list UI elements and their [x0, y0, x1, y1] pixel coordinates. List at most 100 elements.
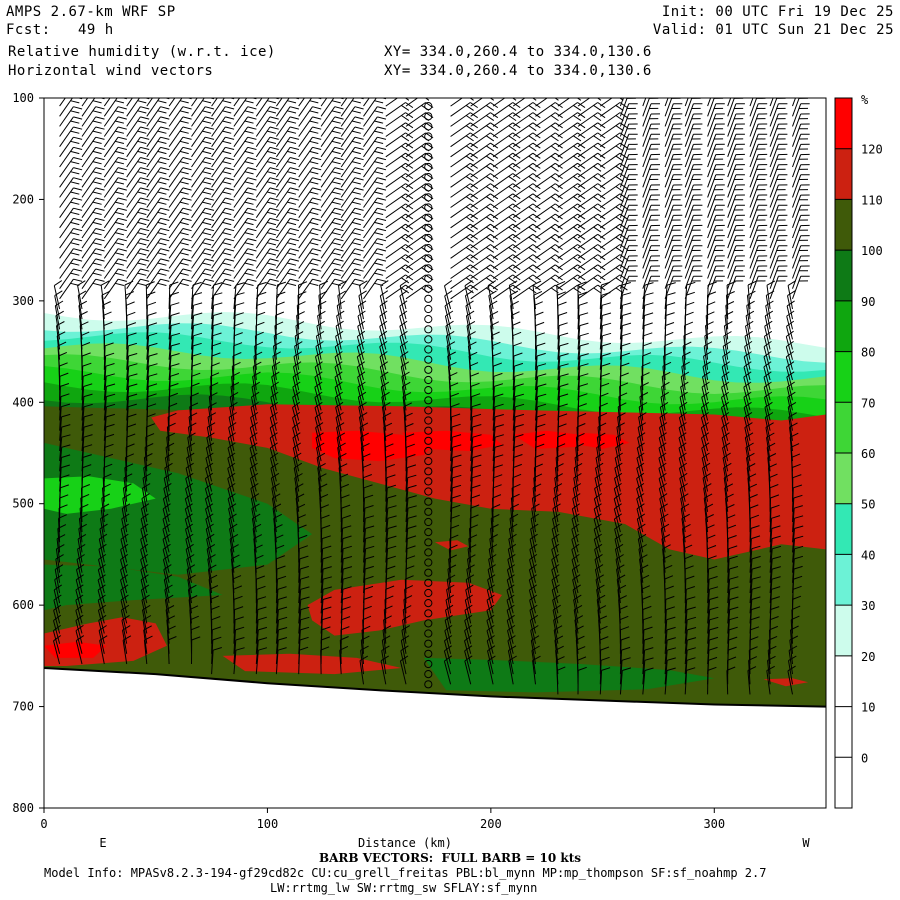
barb-flag — [127, 423, 137, 428]
barb-staff — [185, 529, 192, 553]
wind-barb — [273, 331, 283, 360]
wind-barb — [405, 464, 417, 492]
barb-flag — [233, 585, 242, 590]
barb-staff — [275, 197, 291, 218]
barb-staff — [211, 650, 214, 675]
wind-barb — [185, 462, 194, 492]
barb-staff — [619, 174, 630, 198]
barb-staff — [600, 152, 621, 168]
barb-staff — [382, 629, 387, 654]
barb-flag — [127, 322, 137, 327]
wind-barb — [271, 361, 281, 391]
barb-flag — [334, 258, 344, 262]
barb-flag — [318, 473, 327, 479]
barb-staff — [275, 278, 291, 300]
barb-flag — [401, 371, 410, 378]
wind-barb — [103, 106, 127, 127]
wind-barb — [385, 535, 397, 563]
barb-staff — [598, 406, 601, 431]
barb-staff — [399, 285, 407, 310]
barb-staff — [146, 268, 161, 289]
wind-barb — [385, 495, 397, 523]
barb-flag — [95, 278, 105, 282]
wind-barb — [251, 381, 260, 411]
wind-barb — [577, 152, 606, 168]
barb-staff — [146, 167, 161, 188]
barb-flag — [103, 321, 113, 326]
barb-flag — [551, 543, 560, 550]
wind-barb — [470, 98, 495, 107]
wind-barb — [211, 238, 235, 259]
barb-staff — [103, 197, 119, 218]
barb-staff — [233, 197, 249, 218]
barb-flag — [404, 98, 410, 101]
barb-flag — [144, 443, 154, 448]
barb-staff — [443, 660, 452, 685]
wind-barb — [146, 207, 170, 229]
barb-flag — [162, 543, 171, 550]
barb-flag — [202, 181, 212, 185]
barb-staff — [255, 167, 271, 188]
wind-barb — [233, 177, 257, 198]
wind-barb — [146, 146, 170, 168]
barb-flag — [486, 175, 495, 182]
barb-staff — [363, 116, 378, 137]
wind-barb — [146, 106, 170, 127]
barb-staff — [594, 488, 601, 512]
barb-flag — [359, 412, 368, 418]
wind-barb — [492, 403, 504, 431]
wind-barb — [141, 483, 151, 512]
barb-flag — [377, 106, 387, 110]
barb-staff — [405, 254, 426, 269]
wind-barb — [535, 173, 563, 188]
barb-flag — [244, 262, 254, 266]
wind-barb — [551, 574, 560, 604]
wind-barb — [233, 136, 257, 158]
barb-staff — [120, 569, 128, 594]
barb-flag — [140, 136, 150, 140]
barb-staff — [273, 335, 277, 360]
barb-flag — [446, 341, 456, 347]
wind-barb — [255, 136, 279, 158]
barb-flag — [601, 362, 611, 367]
barb-flag — [354, 258, 364, 262]
barb-staff — [535, 173, 556, 188]
barb-flag — [550, 277, 559, 284]
barb-flag — [351, 171, 361, 175]
barb-flag — [602, 322, 612, 327]
barb-flag — [208, 574, 218, 580]
wind-barb — [168, 98, 176, 107]
wind-barb — [164, 584, 173, 614]
barb-flag — [287, 130, 297, 134]
wind-barb — [450, 423, 461, 452]
barb-flag — [165, 605, 175, 611]
barb-flag — [222, 282, 232, 286]
barb-flag — [228, 513, 237, 520]
wind-barb — [250, 401, 259, 431]
barb-flag — [81, 484, 90, 489]
wind-barb — [450, 132, 478, 148]
barb-flag — [406, 443, 415, 448]
barb-flag — [489, 98, 495, 101]
barb-flag — [317, 300, 327, 306]
barb-flag — [269, 217, 279, 221]
barb-flag — [554, 635, 564, 641]
barb-staff — [450, 193, 471, 208]
wind-barb — [298, 596, 310, 624]
wind-barb — [465, 300, 474, 330]
barb-flag — [507, 553, 516, 560]
barb-flag — [401, 257, 410, 264]
barb-flag — [295, 483, 304, 489]
barb-flag — [103, 463, 113, 468]
barb-staff — [59, 416, 62, 441]
wind-barb — [320, 187, 344, 208]
barb-flag — [141, 503, 150, 510]
barb-staff — [249, 468, 257, 492]
barb-staff — [78, 528, 83, 553]
barb-staff — [385, 497, 389, 523]
barb-flag — [594, 493, 602, 500]
wind-barb — [191, 332, 203, 360]
barb-flag — [312, 207, 322, 211]
barb-flag — [269, 422, 278, 429]
barb-flag — [331, 150, 341, 155]
